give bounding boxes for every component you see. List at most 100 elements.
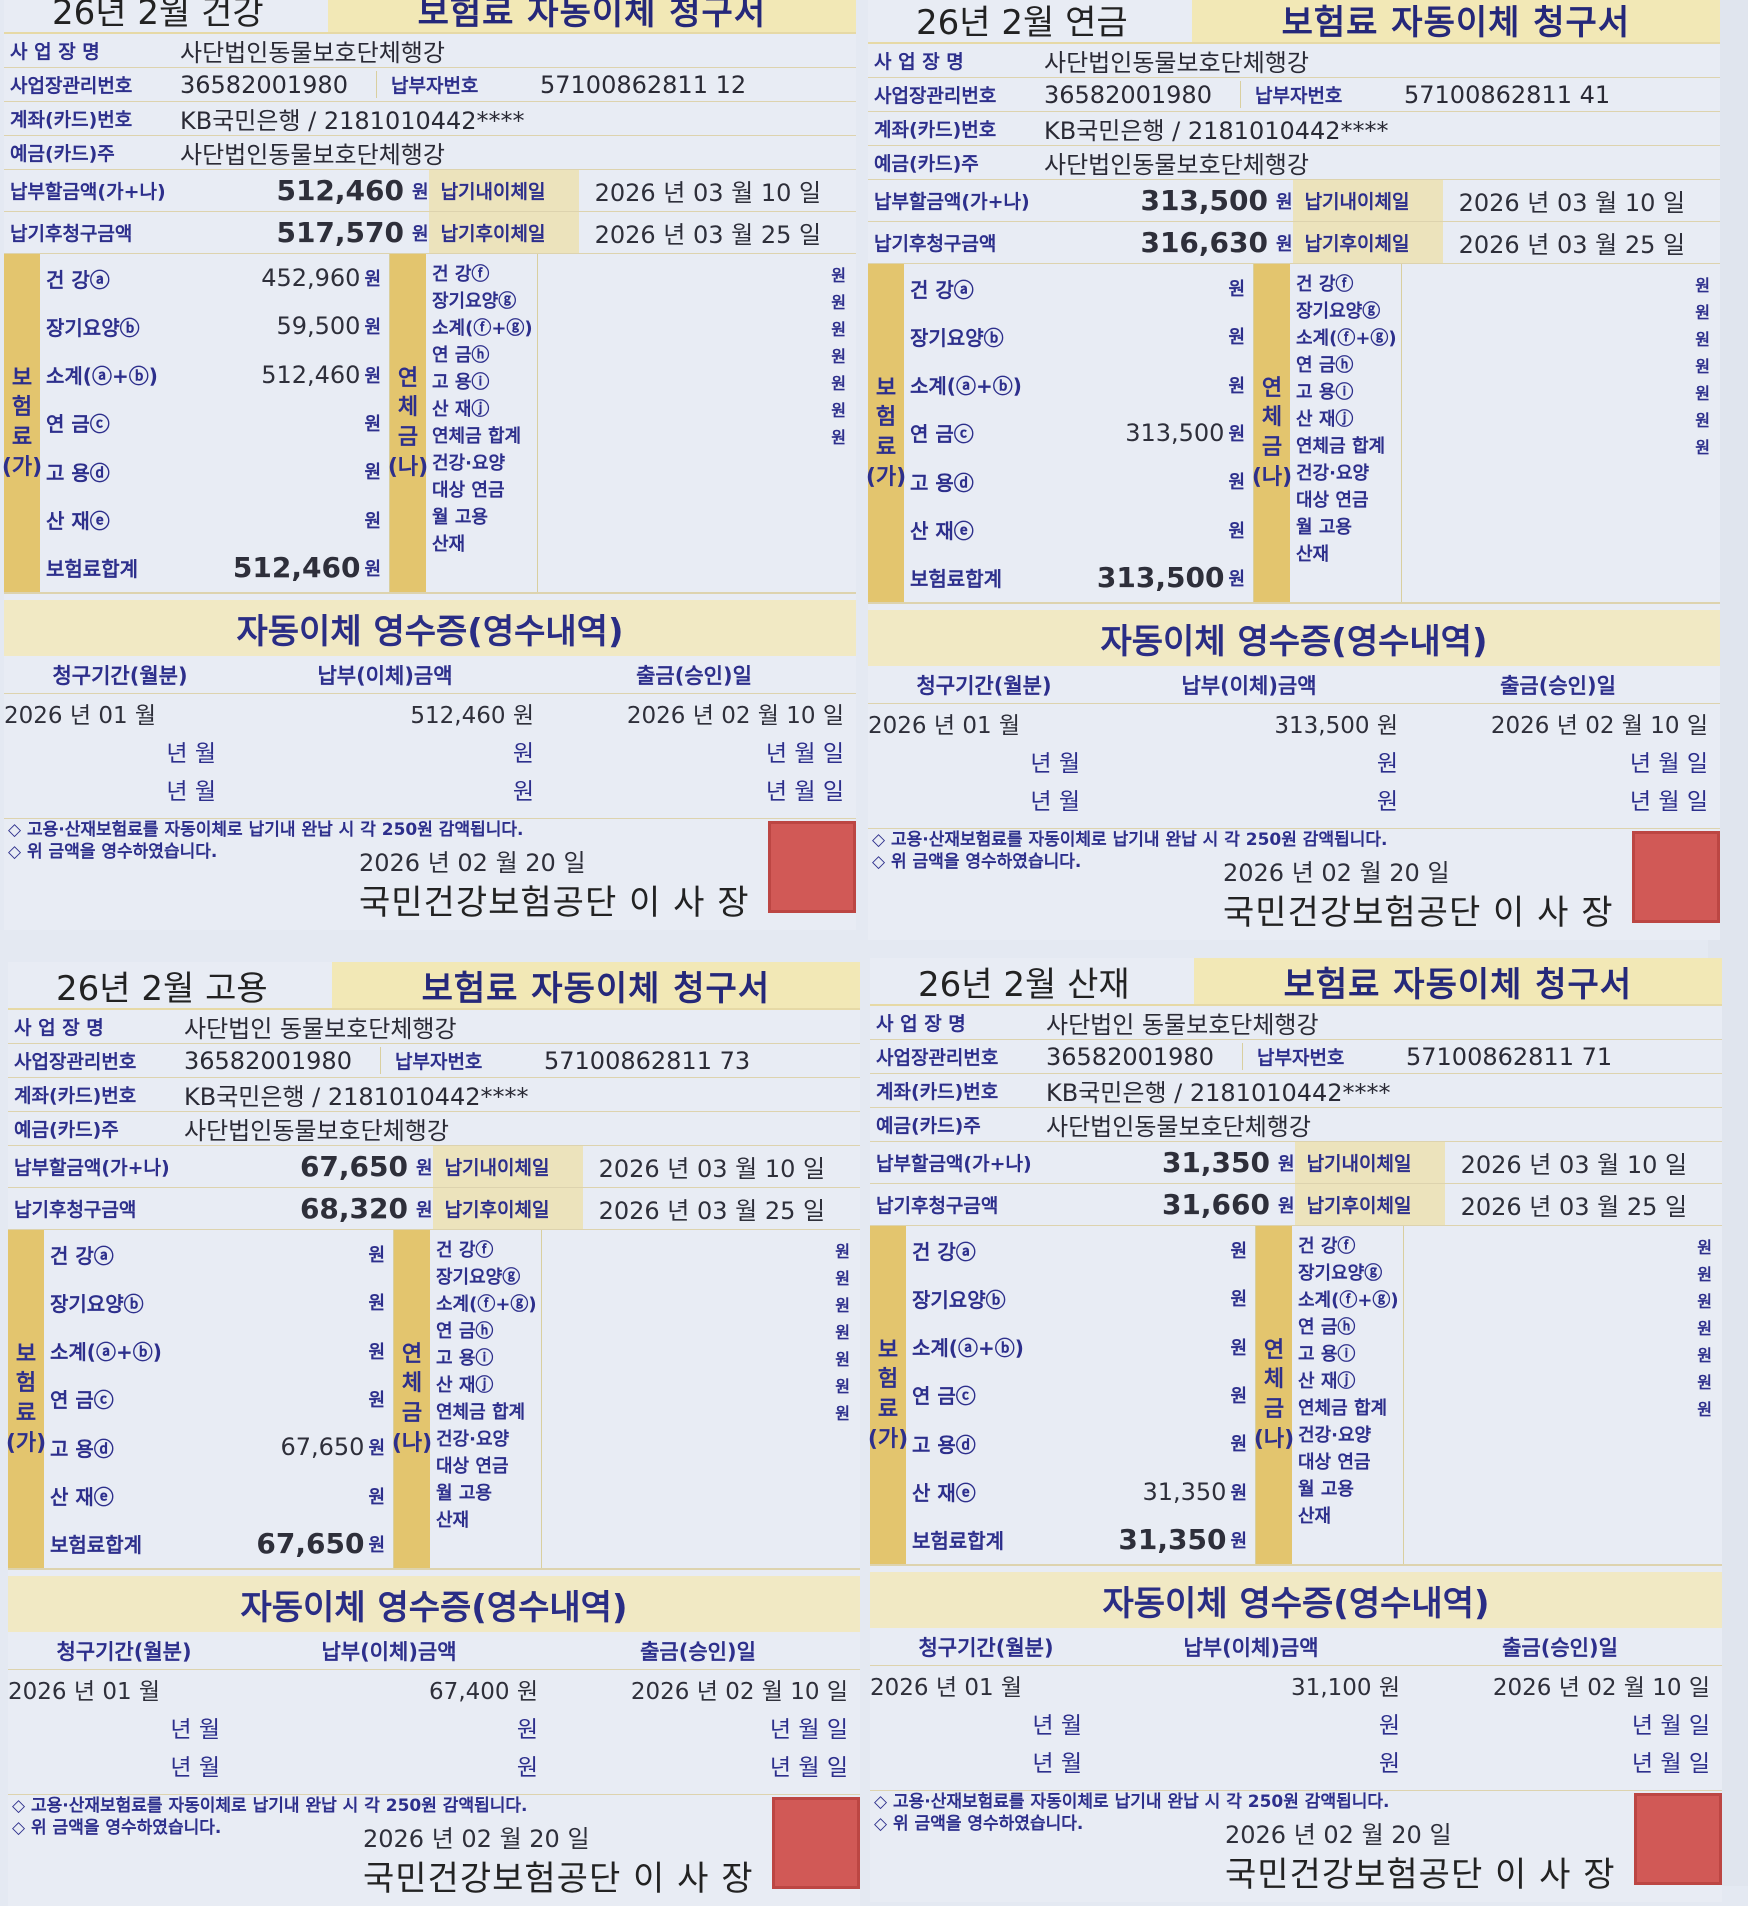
won-unit: 원	[835, 1404, 850, 1423]
insurance-group-label: 보 험 료 (가)	[2, 254, 42, 592]
amount-section: 납부할금액(가+나) 512,460 원 납기내이체일 2026 년 03 월 10 일…	[4, 170, 856, 254]
receipt-date: 년 월 일	[1629, 751, 1708, 777]
receipt-footer: ◇ 고용·산재보험료를 자동이체로 납기내 완납 시 각 250원 감액됩니다.…	[8, 1794, 860, 1906]
receipt-period: 년 월	[1032, 1751, 1082, 1777]
late-fee-label: 건 강ⓕ	[1296, 274, 1354, 295]
receipt-column-header: 청구기간(월분)	[916, 673, 1052, 698]
receipt-row: 2026 년 01 월 31,100 원 2026 년 02 월 10 일	[870, 1666, 1722, 1704]
depositor-label: 예금(카드)주	[14, 1119, 119, 1141]
received-note: ◇ 위 금액을 영수하였습니다.	[874, 1814, 1084, 1834]
panel-title: 26년 2월 고용	[56, 968, 268, 1009]
insurance-group-char: 험	[877, 1367, 899, 1393]
insurance-item-row: 59,500 원	[166, 311, 381, 341]
info-section: 사 업 장 명 사단법인 동물보호단체행강 사업장관리번호 36582001980 납부…	[870, 1006, 1722, 1142]
late-fee-label: 연 금ⓗ	[432, 345, 490, 366]
late-fee-group-char: 연	[1263, 1337, 1285, 1363]
insurance-item-value: 512,460	[232, 551, 361, 585]
insurance-item-row: 원	[166, 408, 381, 438]
insurance-group-label: 보 험 료 (가)	[868, 1226, 908, 1564]
late-fee-label: 소계(ⓕ+ⓖ)	[1296, 328, 1397, 349]
receipt-column-header: 출금(승인)일	[636, 663, 752, 688]
won-unit: 원	[364, 510, 381, 532]
account-no-label: 계좌(카드)번호	[10, 109, 133, 131]
late-fee-group-char: (나)	[1253, 1426, 1295, 1452]
receipt-header: 청구기간(월분) 납부(이체)금액 출금(승인)일	[4, 656, 856, 694]
receipt-footer: ◇ 고용·산재보험료를 자동이체로 납기내 완납 시 각 250원 감액됩니다.…	[870, 1790, 1722, 1902]
receipt-date: 년 월 일	[769, 1717, 848, 1743]
insurance-item-row: 원	[170, 1287, 385, 1317]
won-unit: 원	[364, 317, 381, 339]
insurance-group-char: 보	[877, 1337, 899, 1363]
after-date-label: 납기후이체일	[1292, 222, 1443, 263]
title-bar: 26년 2월 건강 보험료 자동이체 청구서	[4, 0, 856, 34]
late-fee-label: 건 강ⓕ	[432, 264, 490, 285]
insurance-item-label: 장기요양ⓑ	[50, 1291, 144, 1316]
late-fee-label: 건강·요양	[432, 453, 506, 474]
won-unit: 원	[412, 223, 429, 245]
receipt-column-header: 청구기간(월분)	[52, 663, 188, 688]
due-date-value: 2026 년 03 월 10 일	[1458, 189, 1686, 217]
depositor-value: 사단법인동물보호단체행강	[184, 1117, 449, 1145]
amount-due-row: 납부할금액(가+나) 512,460 원 납기내이체일 2026 년 03 월 10 일	[4, 170, 856, 212]
after-amount-row: 납기후청구금액 517,570 원 납기후이체일 2026 년 03 월 25 일	[4, 212, 856, 254]
late-fee-label: 장기요양ⓖ	[432, 291, 517, 312]
insurance-item-value: 59,500	[276, 312, 361, 341]
late-fee-label: 대상 연금	[432, 480, 505, 501]
received-note: ◇ 위 금액을 영수하였습니다.	[872, 852, 1082, 872]
insurance-item-row: 67,650 원	[170, 1432, 385, 1462]
late-fee-group-char: 금	[1261, 435, 1283, 460]
account-no-value: KB국민은행 / 2181010442****	[1044, 117, 1389, 145]
insurance-item-label: 보험료합계	[910, 567, 1002, 592]
won-unit: 원	[1697, 1265, 1712, 1284]
late-fee-label: 장기요양ⓖ	[1296, 301, 1381, 322]
issuer-name: 국민건강보험공단 이 사 장	[1223, 893, 1614, 933]
won-unit: 원	[835, 1269, 850, 1288]
won-unit: 원	[1695, 438, 1710, 457]
late-fee-group-label: 연 체 금 (나)	[392, 1230, 432, 1568]
depositor-row: 예금(카드)주 사단법인동물보호단체행강	[870, 1108, 1722, 1142]
won-unit: 원	[368, 1534, 385, 1556]
late-fee-group-char: (나)	[387, 454, 429, 480]
insurance-item-label: 산 재ⓔ	[912, 1481, 976, 1506]
insurance-item-label: 건 강ⓐ	[910, 277, 974, 302]
receipt-amount: 31,100 원	[1291, 1675, 1400, 1701]
late-fee-label: 산재	[1296, 544, 1330, 565]
late-fee-label: 건강·요양	[1296, 463, 1370, 484]
insurance-item-label: 소계(ⓐ+ⓑ)	[50, 1340, 162, 1365]
depositor-value: 사단법인동물보호단체행강	[180, 141, 445, 169]
due-date-label: 납기내이체일	[428, 170, 579, 211]
insurance-group-char: (가)	[865, 464, 907, 490]
business-name-value: 사단법인 동물보호단체행강	[1046, 1011, 1319, 1039]
receipt-column-header: 납부(이체)금액	[1183, 1635, 1319, 1660]
after-date-label: 납기후이체일	[1294, 1184, 1445, 1225]
late-fee-label: 산 재ⓙ	[1298, 1371, 1356, 1392]
title-bar: 26년 2월 산재 보험료 자동이체 청구서	[870, 958, 1722, 1006]
insurance-item-label: 보험료합계	[912, 1529, 1004, 1554]
mgmt-no-label: 사업장관리번호	[874, 85, 997, 107]
account-no-row: 계좌(카드)번호 KB국민은행 / 2181010442****	[868, 112, 1720, 146]
late-fee-label: 월 고용	[436, 1483, 492, 1504]
insurance-item-values: 원 원 원 원 67,650 원 원 67,650 원	[170, 1230, 394, 1568]
insurance-item-row: 313,500 원	[1030, 418, 1245, 448]
account-no-row: 계좌(카드)번호 KB국민은행 / 2181010442****	[8, 1078, 860, 1112]
depositor-row: 예금(카드)주 사단법인동물보호단체행강	[4, 136, 856, 170]
late-fee-label: 소계(ⓕ+ⓖ)	[436, 1294, 537, 1315]
receipt-row: 2026 년 01 월 313,500 원 2026 년 02 월 10 일	[868, 704, 1720, 742]
official-seal-icon	[772, 1797, 860, 1889]
receipt-date: 년 월 일	[1631, 1751, 1710, 1777]
business-name-label: 사 업 장 명	[876, 1013, 966, 1035]
account-no-label: 계좌(카드)번호	[874, 119, 997, 141]
won-unit: 원	[831, 428, 846, 447]
receipt-amount: 원	[516, 1717, 538, 1743]
won-unit: 원	[1695, 330, 1710, 349]
insurance-item-labels: 건 강ⓐ 장기요양ⓑ 소계(ⓐ+ⓑ) 연 금ⓒ 고 용ⓓ 산 재ⓔ 보험료합계	[40, 254, 166, 592]
late-fee-label: 연체금 합계	[1298, 1398, 1388, 1419]
late-fee-label: 산 재ⓙ	[1296, 409, 1354, 430]
payer-no-label: 납부자번호	[376, 71, 526, 98]
